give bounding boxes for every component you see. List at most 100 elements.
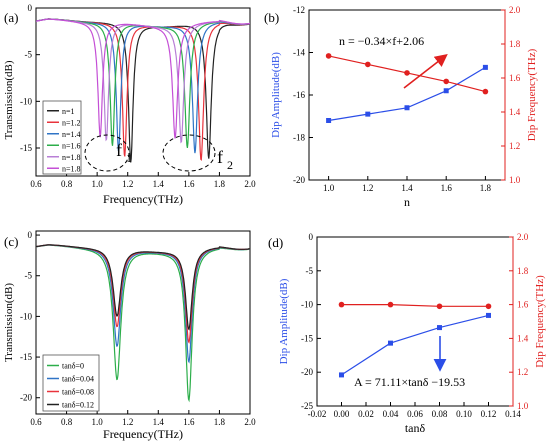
y-right-tick-label: 1.6 (517, 300, 529, 310)
y-tick-label: -25 (301, 401, 313, 411)
legend-entry: n=1.4 (62, 130, 81, 139)
y-axis-label: Dip Amplitude(dB) (278, 278, 290, 364)
data-point (436, 303, 443, 310)
series-line-1 (341, 304, 489, 307)
x-tick-label: 1.2 (362, 183, 373, 193)
data-point (485, 303, 492, 310)
x-tick-label: 0.6 (30, 179, 42, 189)
legend-entry: tanδ=0.04 (62, 375, 94, 384)
x-tick-label: 1.4 (153, 179, 165, 189)
data-point (339, 372, 344, 378)
x-tick-label: 2.0 (244, 417, 256, 427)
y-tick-label: -15 (20, 143, 32, 153)
y-tick-label: 0 (28, 3, 33, 13)
y-tick-label: -15 (301, 333, 313, 343)
x-tick-label: 1.6 (183, 417, 195, 427)
data-point (404, 105, 410, 111)
x-tick-label: 1.8 (214, 417, 226, 427)
y-tick-label: 0 (309, 232, 314, 242)
y-right-tick-label: 1.4 (509, 107, 521, 117)
series-line-0 (341, 314, 489, 376)
y-right-tick-label: 1.2 (509, 141, 520, 151)
data-point (326, 118, 332, 123)
y-tick-label: -5 (25, 50, 33, 60)
x-axis-label: Frequency(THz) (103, 192, 183, 206)
panel-c-frame (35, 230, 251, 415)
x-tick-label: 1.8 (214, 179, 226, 189)
legend-entry: n=1.8 (62, 164, 81, 173)
y-right-tick-label: 1.8 (517, 266, 529, 276)
series-line-1 (36, 244, 250, 364)
annotation-arrow (403, 54, 448, 89)
x-tick-label: 0.14 (505, 409, 521, 419)
y-right-axis-label: Dip Frequency(THz) (534, 275, 546, 368)
legend-entry: n=1 (62, 107, 75, 116)
legend-entry: tanδ=0 (62, 362, 84, 371)
legend-entry: n=1.6 (62, 141, 81, 150)
series-line-3 (36, 244, 250, 331)
y-right-tick-label: 1.0 (509, 175, 521, 185)
y-right-tick-label: 1.4 (517, 333, 529, 343)
legend-entry: tanδ=0.12 (62, 401, 94, 410)
legend-entry: n=1.8 (62, 153, 81, 162)
data-point (482, 88, 489, 95)
x-tick-label: 0.00 (334, 409, 350, 419)
y-right-tick-label: 1.0 (517, 401, 529, 411)
equation-label: A = 71.11×tanδ −19.53 (354, 375, 465, 389)
x-tick-label: 1.6 (441, 183, 453, 193)
equation-label: n = −0.34×f+2.06 (339, 34, 424, 48)
y-axis-label: Dip Amplitude(dB) (270, 52, 282, 138)
dip1-ellipse (84, 134, 130, 172)
y-tick-label: -10 (301, 300, 313, 310)
x-tick-label: 0.10 (456, 409, 472, 419)
x-tick-label: 0.8 (61, 179, 73, 189)
data-point (338, 301, 345, 308)
y-tick-label: -12 (293, 5, 305, 15)
panel-label: (c) (4, 234, 18, 249)
x-tick-label: 0.6 (30, 417, 42, 427)
x-tick-label: 0.8 (61, 417, 73, 427)
x-tick-label: 0.04 (383, 409, 399, 419)
data-point (365, 111, 371, 117)
f1-label: f (116, 140, 122, 160)
y-tick-label: -20 (20, 393, 32, 403)
legend-box (42, 354, 100, 412)
y-tick-label: -14 (293, 48, 305, 58)
y-right-tick-label: 1.6 (509, 73, 521, 83)
panel-label: (d) (268, 235, 283, 250)
x-tick-label: 0.08 (432, 409, 448, 419)
x-tick-label: 1.4 (153, 417, 165, 427)
x-axis-label: tanδ (405, 421, 426, 435)
y-tick-label: -16 (293, 90, 305, 100)
x-tick-label: 1.0 (92, 417, 104, 427)
y-tick-label: -18 (293, 133, 305, 143)
x-tick-label: 1.0 (323, 183, 335, 193)
legend-entry: tanδ=0.08 (62, 388, 94, 397)
legend-box (42, 100, 82, 175)
x-tick-label: 1.0 (92, 179, 104, 189)
x-tick-label: 0.12 (481, 409, 497, 419)
x-tick-label: 1.2 (122, 179, 133, 189)
x-tick-label: 1.8 (480, 183, 492, 193)
y-tick-label: -10 (20, 311, 32, 321)
data-point (404, 70, 410, 76)
data-point (443, 78, 450, 85)
x-axis-label: n (404, 195, 410, 209)
y-tick-label: -10 (20, 96, 32, 106)
x-tick-label: 1.6 (183, 179, 195, 189)
y-tick-label: -5 (25, 271, 33, 281)
series-line-5 (36, 18, 250, 139)
panel-a-frame (35, 7, 251, 177)
panel-label: (b) (264, 10, 279, 25)
data-point (365, 61, 371, 68)
y-right-axis-label: Dip Frequency(THz) (526, 48, 538, 141)
panel-label: (a) (4, 10, 18, 25)
y-axis-label: Transmission(dB) (3, 60, 15, 139)
x-tick-label: -0.02 (308, 409, 327, 419)
f1-subscript: 1 (126, 151, 132, 165)
data-point (325, 53, 332, 59)
y-tick-label: -5 (306, 266, 314, 276)
data-point (482, 64, 488, 70)
y-axis-label: Transmission(dB) (3, 283, 15, 362)
